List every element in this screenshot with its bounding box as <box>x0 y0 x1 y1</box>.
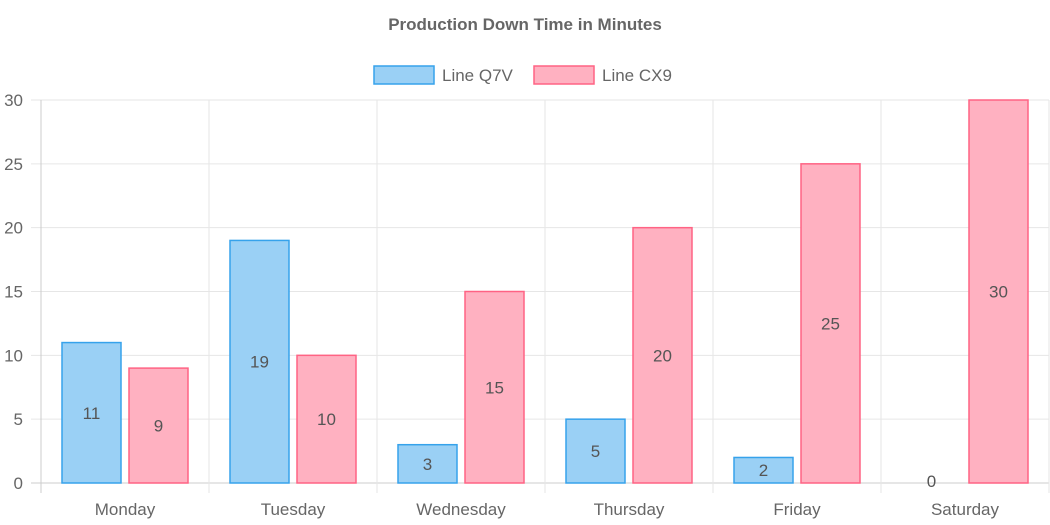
x-tick-label-monday: Monday <box>95 500 156 519</box>
y-axis-ticks: 0 5 10 15 20 25 30 <box>4 91 23 493</box>
bar-line-q7v-thursday[interactable] <box>565 418 626 484</box>
legend-item-line-q7v[interactable]: Line Q7V <box>373 65 514 85</box>
bar-line-cx9-thursday[interactable] <box>632 226 693 484</box>
bar-line-cx9-saturday[interactable] <box>968 99 1029 484</box>
data-label-line-q7v-friday: 2 <box>759 461 768 480</box>
data-label-line-cx9-tuesday: 10 <box>317 410 336 429</box>
x-tick-label-thursday: Thursday <box>594 500 665 519</box>
legend: Line Q7V Line CX9 <box>373 65 672 85</box>
data-label-line-cx9-thursday: 20 <box>653 346 672 365</box>
chart-title: Production Down Time in Minutes <box>388 15 662 34</box>
grid-lines <box>31 99 1050 493</box>
x-tick-label-tuesday: Tuesday <box>261 500 326 519</box>
data-label-line-q7v-wednesday: 3 <box>423 455 432 474</box>
bar-line-cx9-wednesday[interactable] <box>464 290 525 484</box>
y-tick-label: 5 <box>14 410 23 429</box>
legend-swatch-line-cx9 <box>533 65 595 85</box>
bar-line-cx9-friday[interactable] <box>800 163 861 484</box>
bar-line-cx9-tuesday[interactable] <box>296 354 357 484</box>
y-tick-label: 15 <box>4 283 23 302</box>
bar-line-q7v-friday[interactable] <box>733 456 794 484</box>
data-label-line-cx9-saturday: 30 <box>989 283 1008 302</box>
data-label-line-q7v-saturday: 0 <box>927 472 936 491</box>
y-tick-label: 10 <box>4 346 23 365</box>
y-tick-label: 0 <box>14 474 23 493</box>
data-label-line-q7v-tuesday: 19 <box>250 353 269 372</box>
data-label-line-cx9-monday: 9 <box>154 417 163 436</box>
data-label-line-cx9-friday: 25 <box>821 314 840 333</box>
bar-line-q7v-wednesday[interactable] <box>397 443 458 484</box>
y-tick-label: 20 <box>4 219 23 238</box>
bars <box>61 99 1029 484</box>
data-label-line-cx9-wednesday: 15 <box>485 378 504 397</box>
x-tick-label-wednesday: Wednesday <box>416 500 506 519</box>
bar-line-q7v-tuesday[interactable] <box>229 239 290 484</box>
legend-item-line-cx9[interactable]: Line CX9 <box>533 65 672 85</box>
y-tick-label: 25 <box>4 155 23 174</box>
data-label-line-q7v-monday: 11 <box>83 404 101 423</box>
bar-line-cx9-monday[interactable] <box>128 367 189 484</box>
x-tick-label-friday: Friday <box>773 500 821 519</box>
legend-label-line-q7v: Line Q7V <box>442 66 514 85</box>
legend-swatch-line-q7v <box>373 65 435 85</box>
x-axis-ticks: Monday Tuesday Wednesday Thursday Friday Satu… <box>95 500 1000 519</box>
legend-label-line-cx9: Line CX9 <box>602 66 672 85</box>
y-tick-label: 30 <box>4 91 23 110</box>
data-label-line-q7v-thursday: 5 <box>591 442 600 461</box>
x-tick-label-saturday: Saturday <box>931 500 1000 519</box>
bar-line-q7v-monday[interactable] <box>61 341 122 484</box>
